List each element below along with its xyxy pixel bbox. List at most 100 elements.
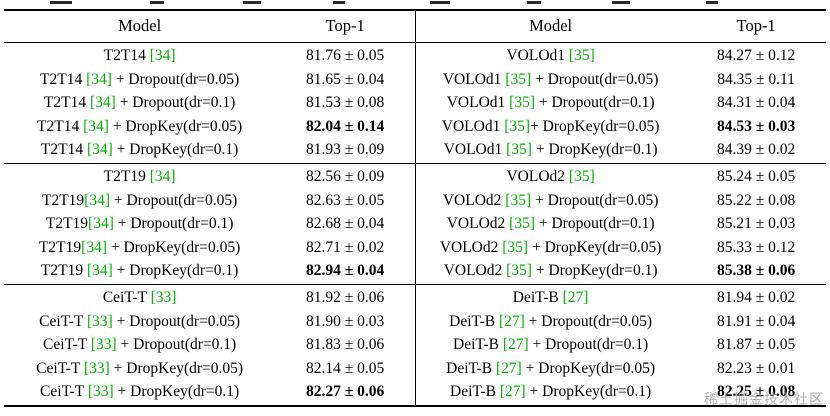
citation-link[interactable]: [35] — [505, 70, 532, 88]
column-divider — [415, 11, 417, 407]
citation-link[interactable]: [35] — [509, 215, 535, 233]
cropped-caption-fragment — [243, 1, 261, 4]
model-name: T2T19 — [38, 238, 82, 256]
table-row: CeiT-T [33] 81.92 ± 0.06 DeiT-B [27] 81.94 … — [4, 286, 826, 310]
top1-value: 84.27 ± 0.12 — [716, 47, 796, 65]
citation-link[interactable]: [34] — [86, 262, 113, 280]
top1-value: 82.23 ± 0.01 — [716, 359, 796, 377]
citation-link[interactable]: [34] — [86, 70, 112, 88]
model-name: VOLOd2 — [442, 191, 506, 209]
model-cell: DeiT-B [27] + DropKey(dr=0.1) — [415, 384, 686, 400]
top1-value: 84.53 ± 0.03 — [716, 117, 796, 135]
citation-link[interactable]: [27] — [499, 383, 526, 401]
cropped-caption-fragment — [150, 1, 164, 4]
model-variant: + DropKey(dr=0.05) — [108, 117, 243, 135]
citation-link[interactable]: [35] — [505, 191, 532, 209]
citation-link[interactable]: [33] — [150, 288, 177, 306]
model-name: DeiT-B — [449, 312, 499, 330]
model-name: DeiT-B — [446, 359, 496, 377]
model-name: VOLOd1 — [446, 94, 510, 112]
results-table: Model Top-1 Model Top-1 T2T14 [34] 81.76 … — [4, 9, 826, 407]
header-top1-right: Top-1 — [736, 16, 776, 36]
model-variant: + Dropout(dr=0.05) — [531, 191, 659, 209]
model-cell: T2T14 [34] + Dropout(dr=0.1) — [4, 95, 275, 111]
top1-value: 85.24 ± 0.05 — [716, 168, 796, 186]
top1-value: 82.25 ± 0.08 — [716, 383, 796, 401]
top1-value: 82.71 ± 0.02 — [305, 238, 385, 256]
cropped-caption-fragment — [706, 1, 718, 4]
model-cell: DeiT-B [27] — [415, 290, 686, 306]
model-variant: + Dropout(dr=0.1) — [113, 215, 234, 233]
citation-link[interactable]: [34] — [149, 168, 176, 186]
top1-value: 81.87 ± 0.05 — [716, 336, 796, 354]
table-row: CeiT-T [33] + Dropout(dr=0.1) 81.83 ± 0.0… — [4, 333, 826, 357]
model-cell: T2T19 [34] + DropKey(dr=0.1) — [4, 263, 275, 279]
top1-value: 82.27 ± 0.06 — [305, 383, 385, 401]
model-name: VOLOd1 — [443, 141, 507, 159]
citation-link[interactable]: [34] — [88, 215, 114, 233]
citation-link[interactable]: [34] — [83, 117, 109, 135]
top1-value: 81.65 ± 0.04 — [305, 70, 385, 88]
model-cell: DeiT-B [27] + Dropout(dr=0.05) — [415, 312, 686, 330]
top1-value: 81.91 ± 0.04 — [716, 312, 796, 330]
table-row: T2T14 [34] + Dropout(dr=0.05) 81.65 ± 0.0… — [4, 68, 826, 92]
citation-link[interactable]: [33] — [90, 336, 117, 354]
model-cell: VOLOd1 [35]+ DropKey(dr=0.05) — [415, 119, 686, 135]
citation-link[interactable]: [33] — [86, 312, 113, 330]
top1-value: 81.53 ± 0.08 — [305, 94, 385, 112]
top1-value: 82.68 ± 0.04 — [305, 215, 385, 233]
model-variant: + Dropout(dr=0.1) — [115, 94, 236, 112]
top1-value: 81.92 ± 0.06 — [305, 288, 385, 306]
model-name: T2T14 — [37, 117, 84, 135]
citation-link[interactable]: [35] — [506, 262, 532, 280]
model-cell: CeiT-T [33] + Dropout(dr=0.05) — [4, 312, 275, 330]
top1-value: 84.31 ± 0.04 — [716, 94, 796, 112]
citation-link[interactable]: [33] — [83, 359, 110, 377]
table-row: CeiT-T [33] + DropKey(dr=0.1) 82.27 ± 0.0… — [4, 380, 826, 404]
citation-link[interactable]: [34] — [89, 94, 116, 112]
citation-link[interactable]: [27] — [562, 288, 589, 306]
model-name: VOLOd2 — [446, 215, 510, 233]
model-cell: CeiT-T [33] + DropKey(dr=0.05) — [4, 361, 275, 377]
citation-link[interactable]: [33] — [87, 383, 114, 401]
top1-value: 85.22 ± 0.08 — [716, 191, 796, 209]
citation-link[interactable]: [27] — [495, 359, 522, 377]
top1-value: 84.39 ± 0.02 — [716, 141, 796, 159]
model-cell: VOLOd1 [35] + Dropout(dr=0.1) — [415, 95, 686, 111]
citation-link[interactable]: [27] — [498, 312, 525, 330]
citation-link[interactable]: [34] — [84, 191, 110, 209]
top1-value: 81.93 ± 0.09 — [305, 141, 385, 159]
citation-link[interactable]: [35] — [504, 117, 531, 135]
citation-link[interactable]: [35] — [568, 47, 595, 65]
model-variant: + DropKey(dr=0.05) — [530, 117, 660, 135]
model-variant: + Dropout(dr=0.1) — [116, 336, 237, 354]
citation-link[interactable]: [35] — [568, 168, 595, 186]
top1-value: 82.04 ± 0.14 — [305, 117, 385, 135]
table-body: T2T14 [34] 81.76 ± 0.05 VOLOd1 [35] 84.27 ±… — [4, 43, 826, 407]
table-group-3: CeiT-T [33] 81.92 ± 0.06 DeiT-B [27] 81.94 … — [4, 285, 826, 407]
model-variant: + Dropout(dr=0.1) — [534, 215, 655, 233]
model-cell: VOLOd1 [35] — [415, 48, 686, 64]
citation-link[interactable]: [35] — [506, 141, 532, 159]
citation-link[interactable]: [35] — [502, 238, 529, 256]
table-header-row: Model Top-1 Model Top-1 — [4, 11, 826, 43]
model-name: T2T14 — [40, 70, 87, 88]
citation-link[interactable]: [34] — [81, 238, 107, 256]
model-name: VOLOd2 — [439, 238, 503, 256]
table-row: T2T19[34] + DropKey(dr=0.05) 82.71 ± 0.02… — [4, 236, 826, 260]
model-cell: VOLOd1 [35] + DropKey(dr=0.1) — [415, 142, 686, 158]
citation-link[interactable]: [34] — [149, 47, 176, 65]
model-variant: + DropKey(dr=0.1) — [113, 383, 240, 401]
model-variant: + DropKey(dr=0.05) — [109, 359, 244, 377]
table-row: T2T14 [34] + Dropout(dr=0.1) 81.53 ± 0.08… — [4, 91, 826, 115]
model-name: T2T19 — [41, 191, 85, 209]
cropped-caption-fragment — [50, 1, 72, 4]
model-cell: CeiT-T [33] + DropKey(dr=0.1) — [4, 384, 275, 400]
model-variant: + Dropout(dr=0.1) — [534, 94, 655, 112]
citation-link[interactable]: [35] — [509, 94, 535, 112]
model-cell: T2T14 [34] + DropKey(dr=0.1) — [4, 142, 275, 158]
model-name: T2T19 — [103, 168, 150, 186]
citation-link[interactable]: [34] — [86, 141, 113, 159]
citation-link[interactable]: [27] — [502, 336, 529, 354]
